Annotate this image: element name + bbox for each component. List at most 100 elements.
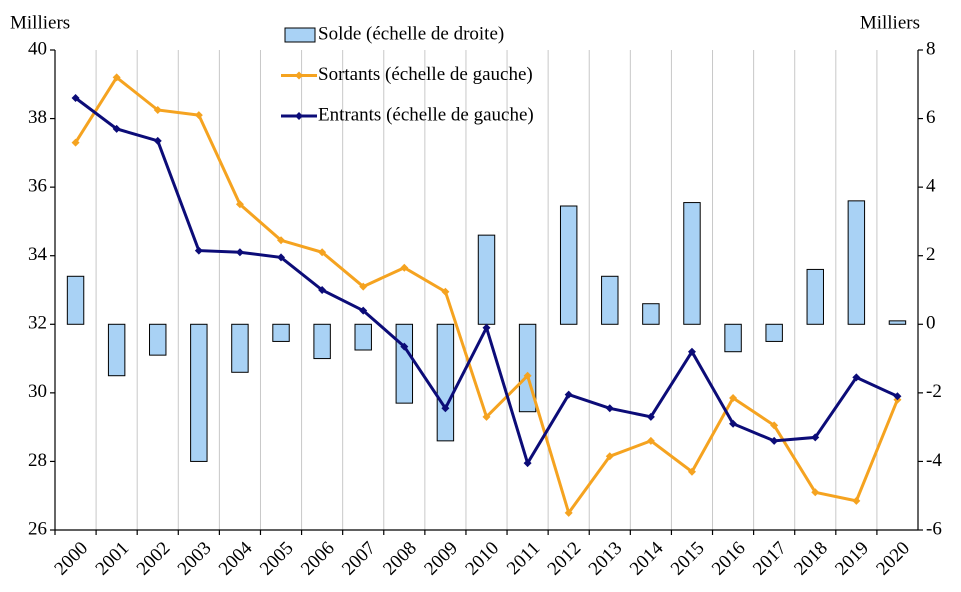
marker [235, 248, 244, 257]
marker [852, 496, 861, 505]
marker [441, 287, 450, 296]
bar [601, 275, 619, 325]
x-tick-label: 2008 [379, 538, 421, 580]
x-tick-label: 2014 [626, 537, 668, 579]
marker [770, 436, 779, 445]
marker [811, 433, 820, 442]
y2-tick-label: 2 [926, 244, 936, 265]
bar [683, 202, 701, 325]
bar [107, 323, 126, 377]
bar [847, 200, 866, 325]
x-tick-label: 2011 [503, 538, 544, 579]
marker [811, 488, 820, 497]
marker [482, 323, 491, 332]
legend-marker [295, 112, 303, 120]
marker [112, 73, 121, 82]
marker [277, 253, 286, 262]
x-tick-label: 2005 [256, 538, 298, 580]
bar [806, 268, 824, 325]
x-tick-label: 2019 [831, 538, 873, 580]
marker [687, 467, 696, 476]
bar [642, 303, 660, 325]
bar [190, 323, 208, 462]
bar [231, 323, 249, 373]
marker [359, 306, 368, 315]
marker [71, 94, 80, 102]
y-axis-label: Milliers [10, 12, 70, 33]
bar [436, 323, 455, 442]
x-tick-label: 2003 [174, 538, 216, 580]
marker [153, 136, 162, 145]
legend-label: Sortants (échelle de gauche) [318, 64, 533, 85]
x-tick-label: 2020 [872, 538, 914, 580]
y2-tick-label: 4 [926, 176, 936, 197]
marker [729, 394, 738, 402]
y-tick-label: 32 [28, 313, 47, 334]
y-tick-label: 30 [28, 381, 47, 402]
marker [770, 421, 779, 430]
x-tick-label: 2013 [585, 538, 627, 580]
marker [605, 452, 614, 461]
x-tick-label: 2001 [92, 538, 134, 580]
marker [687, 347, 696, 356]
marker [852, 373, 861, 382]
legend-marker [295, 71, 303, 80]
bar [765, 323, 783, 342]
bar [149, 323, 167, 356]
marker [235, 200, 244, 209]
y2-tick-label: 6 [926, 107, 936, 128]
x-tick-label: 2009 [420, 538, 462, 580]
marker [646, 436, 655, 445]
x-tick-label: 2016 [708, 538, 750, 580]
x-tick-label: 2012 [544, 538, 586, 580]
y-tick-label: 38 [28, 107, 47, 128]
x-tick-label: 2006 [297, 538, 339, 580]
bar [888, 320, 907, 325]
marker [71, 138, 80, 147]
marker [893, 392, 902, 401]
y2-tick-label: 0 [926, 313, 936, 334]
legend-label: Entrants (échelle de gauche) [318, 104, 534, 125]
x-tick-label: 2010 [461, 538, 503, 580]
bar [272, 323, 290, 342]
marker [523, 371, 532, 380]
y-tick-label: 40 [28, 38, 47, 59]
marker [729, 419, 738, 428]
y-tick-label: 36 [28, 176, 47, 197]
x-tick-label: 2000 [50, 538, 92, 580]
y2-tick-label: -6 [926, 518, 942, 539]
x-tick-label: 2004 [215, 537, 257, 579]
marker [112, 124, 121, 133]
marker [400, 342, 409, 351]
bar [724, 323, 742, 353]
bar [66, 275, 85, 325]
bar [559, 205, 578, 325]
marker [523, 459, 532, 468]
x-tick-label: 2017 [749, 538, 791, 580]
bar [395, 323, 414, 404]
marker [564, 390, 573, 399]
y-tick-label: 34 [28, 244, 48, 265]
marker [441, 404, 450, 413]
legend-swatch [284, 27, 316, 43]
y2-tick-label: -4 [926, 450, 942, 471]
legend-label: Solde (échelle de droite) [318, 23, 504, 44]
marker [646, 412, 655, 421]
marker [194, 246, 203, 255]
marker [564, 508, 573, 517]
y2-tick-label: -2 [926, 381, 942, 402]
y2-tick-label: 8 [926, 38, 936, 59]
marker [277, 236, 286, 245]
bar [313, 323, 331, 360]
marker [359, 282, 368, 291]
marker [318, 248, 327, 257]
y-tick-label: 28 [28, 450, 47, 471]
marker [482, 412, 491, 421]
marker [153, 106, 162, 114]
x-tick-label: 2002 [133, 538, 175, 580]
marker [400, 263, 409, 272]
marker [605, 404, 614, 413]
bar [477, 234, 496, 325]
